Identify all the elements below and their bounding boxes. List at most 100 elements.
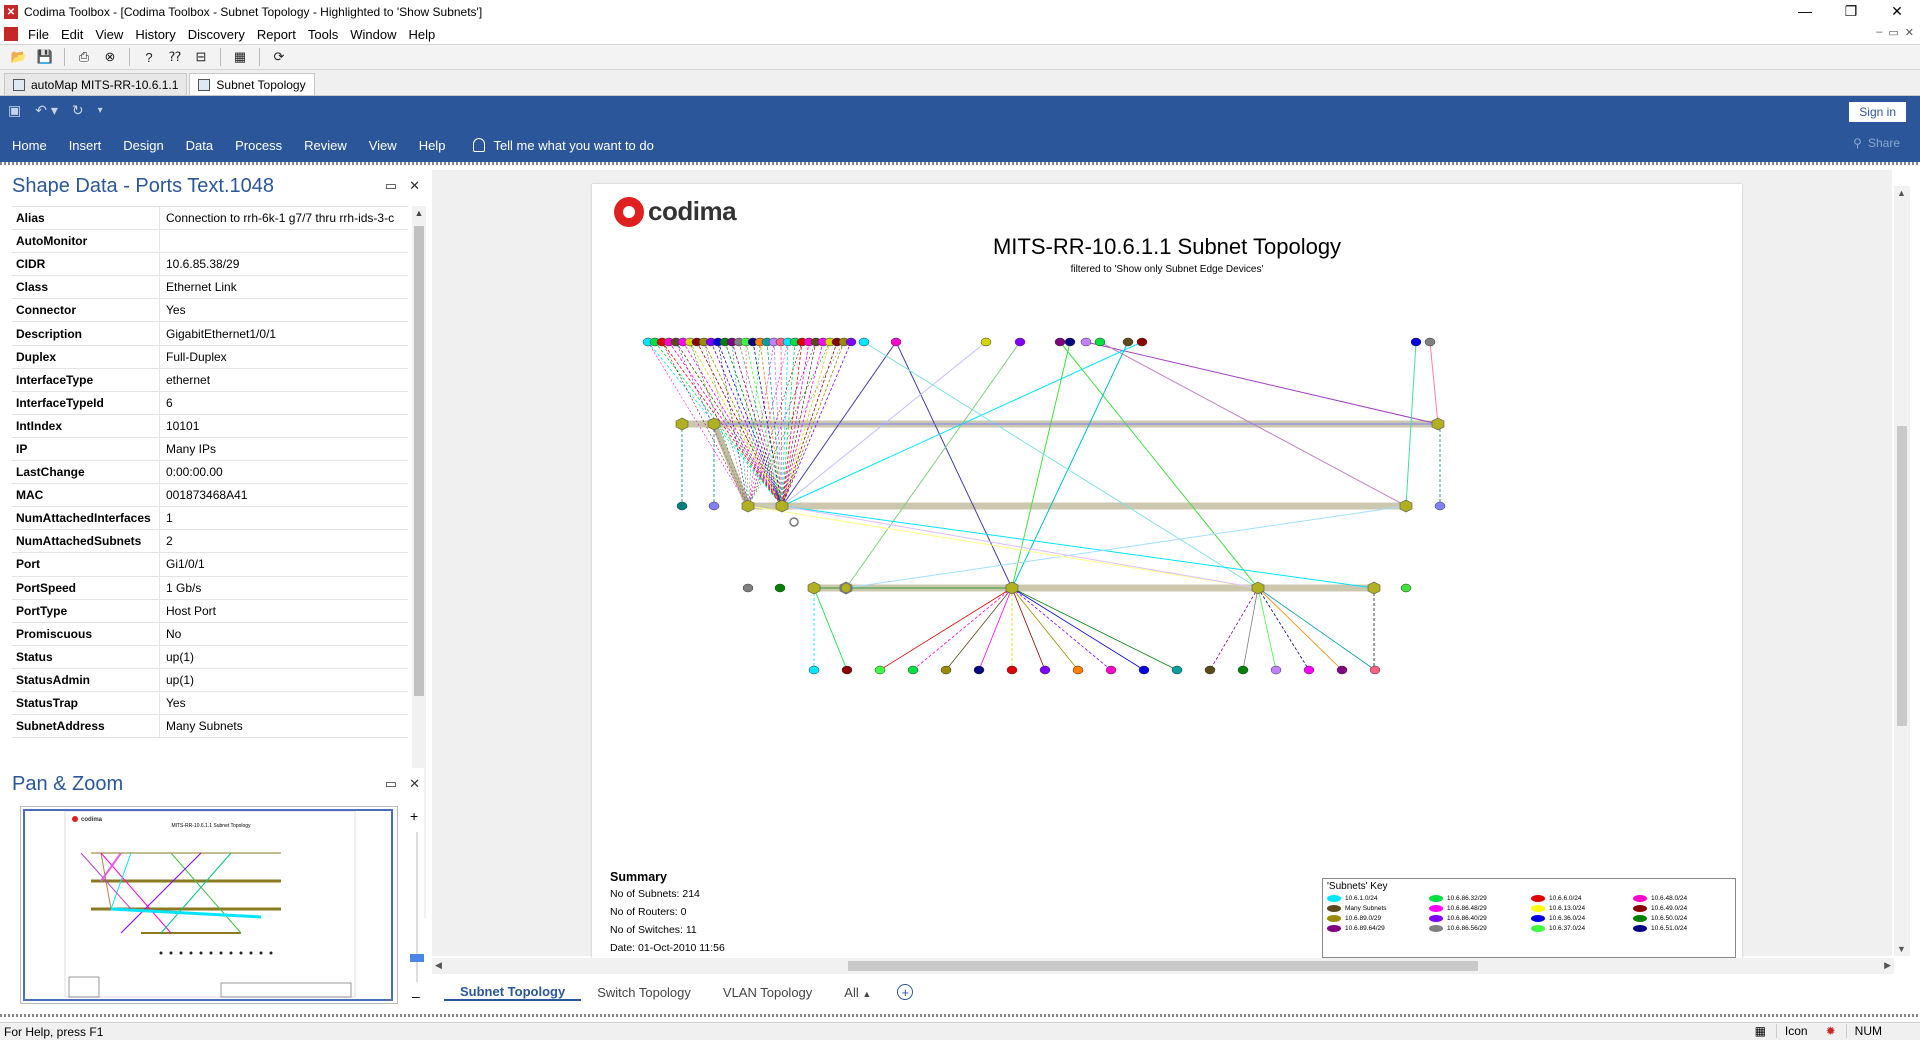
shape-data-value[interactable]: 10101 [166, 418, 200, 433]
shape-data-value[interactable]: Gi1/0/1 [166, 557, 205, 572]
menu-file[interactable]: File [28, 26, 49, 42]
refresh-icon[interactable]: ⟳ [273, 49, 285, 64]
shape-data-row[interactable]: CIDR 10.6.85.38/29 [12, 253, 408, 277]
zoom-thumb[interactable] [410, 954, 424, 962]
shape-data-value[interactable]: No [166, 626, 182, 641]
shape-data-value[interactable]: 6 [166, 395, 173, 410]
shape-data-row[interactable]: MAC 001873468A41 [12, 484, 408, 508]
shape-data-value[interactable]: 1 [166, 511, 173, 526]
shape-data-row[interactable]: NumAttachedSubnets 2 [12, 530, 408, 554]
scroll-down-icon[interactable]: ▼ [1897, 944, 1906, 954]
shape-data-row[interactable]: Connector Yes [12, 299, 408, 323]
splitter-bottom[interactable] [0, 1014, 1920, 1017]
shape-data-row[interactable]: InterfaceTypeId 6 [12, 391, 408, 415]
pane-dock-icon[interactable]: ▭ [384, 178, 398, 193]
shape-data-row[interactable]: IntIndex 10101 [12, 414, 408, 438]
topology-graph[interactable] [592, 184, 1742, 844]
shape-data-value[interactable]: Many IPs [166, 441, 217, 456]
pan-zoom-thumbnail[interactable]: codima MITS-RR-10.6.1.1 Subnet Topology [20, 806, 398, 1004]
menu-report[interactable]: Report [256, 26, 296, 42]
print-icon[interactable]: ⎙ [78, 49, 90, 64]
scroll-right-icon[interactable]: ▶ [1884, 960, 1891, 970]
shape-data-row[interactable]: Status up(1) [12, 645, 408, 669]
shape-data-row[interactable]: NumAttachedInterfaces 1 [12, 507, 408, 531]
menu-edit[interactable]: Edit [60, 26, 84, 42]
shape-data-value[interactable]: up(1) [166, 649, 195, 664]
shape-data-value[interactable]: 2 [166, 534, 173, 549]
vertical-scroll-thumb[interactable] [1897, 426, 1907, 726]
sheet-tab-all[interactable]: All ▲ [828, 985, 887, 1000]
add-sheet-icon[interactable]: + [897, 984, 914, 1000]
menu-view[interactable]: View [95, 26, 124, 42]
pane-close-icon[interactable]: ✕ [409, 178, 420, 193]
shape-data-value[interactable]: 001873468A41 [166, 488, 248, 503]
menu-discovery[interactable]: Discovery [187, 26, 245, 42]
minimize-icon[interactable]: — [1798, 3, 1812, 19]
doc-tab-automap[interactable]: autoMap MITS-RR-10.6.1.1 [4, 73, 188, 95]
ribbon-tab-design[interactable]: Design [123, 137, 164, 153]
ribbon-tab-review[interactable]: Review [304, 137, 347, 153]
scroll-up-icon[interactable]: ▲ [414, 208, 424, 218]
shape-data-value[interactable]: Yes [166, 696, 186, 711]
tell-me-box[interactable]: Tell me what you want to do [473, 138, 654, 153]
qat-save-icon[interactable]: ▣ [8, 102, 22, 118]
save-icon[interactable]: 💾 [36, 49, 54, 64]
ribbon-tab-help[interactable]: Help [418, 137, 446, 153]
mdi-minimize-icon[interactable]: – [1876, 26, 1883, 38]
redo-icon[interactable]: ↻ [71, 102, 84, 118]
shape-data-value[interactable]: Yes [166, 303, 186, 318]
zoom-track[interactable] [416, 832, 418, 982]
shape-data-value[interactable]: GigabitEthernet1/0/1 [166, 326, 277, 341]
pane-dock-icon[interactable]: ▭ [384, 776, 398, 791]
doc-tab-subnet-topology[interactable]: Subnet Topology [189, 73, 315, 95]
horizontal-scroll-thumb[interactable] [848, 961, 1478, 971]
undo-icon[interactable]: ↶ ▾ [35, 102, 58, 118]
shape-data-value[interactable]: Many Subnets [166, 719, 243, 734]
diagram-page[interactable]: codima MITS-RR-10.6.1.1 Subnet Topology … [592, 184, 1742, 960]
ribbon-tab-data[interactable]: Data [185, 137, 214, 153]
sheet-tab-vlan-topology[interactable]: VLAN Topology [722, 984, 813, 1000]
document-icon[interactable] [4, 27, 18, 41]
menu-tools[interactable]: Tools [307, 26, 339, 42]
sign-in-button[interactable]: Sign in [1849, 102, 1906, 122]
zoom-in-icon[interactable]: + [410, 808, 419, 824]
shape-data-row[interactable]: Port Gi1/0/1 [12, 553, 408, 577]
horizontal-scrollbar[interactable]: ◀ ▶ [432, 958, 1894, 974]
shape-data-value[interactable]: ethernet [166, 372, 211, 387]
share-button[interactable]: ⚲ Share [1853, 136, 1900, 150]
shape-data-value[interactable]: 10.6.85.38/29 [166, 257, 240, 272]
shape-data-row[interactable]: SubnetAddress Many Subnets [12, 715, 408, 739]
shape-data-value[interactable]: Full-Duplex [166, 349, 227, 364]
menu-help[interactable]: Help [408, 26, 436, 42]
shape-data-row[interactable]: InterfaceType ethernet [12, 368, 408, 392]
shape-data-row[interactable]: IP Many IPs [12, 437, 408, 462]
pane-close-icon[interactable]: ✕ [409, 776, 420, 791]
shape-data-value[interactable]: Ethernet Link [166, 280, 237, 295]
lock-icon[interactable]: ⊟ [195, 49, 207, 64]
shape-data-row[interactable]: PortType Host Port [12, 599, 408, 623]
shape-data-row[interactable]: Promiscuous No [12, 622, 408, 646]
open-folder-icon[interactable]: 📂 [10, 49, 28, 64]
shape-data-row[interactable]: Duplex Full-Duplex [12, 345, 408, 369]
mdi-restore-icon[interactable]: ▭ [1888, 27, 1899, 39]
help-icon[interactable]: ? [145, 49, 153, 65]
splitter-top[interactable] [0, 162, 1920, 165]
shape-data-value[interactable]: 1 Gb/s [166, 580, 202, 595]
ribbon-tab-process[interactable]: Process [235, 137, 283, 153]
context-help-icon[interactable]: ⁇ [169, 49, 181, 64]
scroll-left-icon[interactable]: ◀ [435, 960, 442, 970]
close-icon[interactable]: ✕ [1891, 2, 1903, 19]
scroll-thumb[interactable] [414, 226, 424, 696]
shape-data-row[interactable]: StatusTrap Yes [12, 691, 408, 716]
shape-data-row[interactable]: Class Ethernet Link [12, 276, 408, 300]
scroll-up-icon[interactable]: ▲ [1897, 188, 1906, 198]
shape-data-row[interactable]: Alias Connection to rrh-6k-1 g7/7 thru rr… [12, 207, 408, 231]
maximize-icon[interactable]: ❐ [1844, 2, 1858, 19]
shape-data-row[interactable]: PortSpeed 1 Gb/s [12, 576, 408, 600]
binoculars-icon[interactable]: ⊗ [104, 49, 116, 64]
viewport-rectangle[interactable] [23, 809, 393, 1001]
menu-window[interactable]: Window [350, 26, 397, 42]
menu-history[interactable]: History [135, 26, 176, 42]
zoom-out-icon[interactable]: – [412, 988, 420, 1004]
drawing-canvas[interactable]: codima MITS-RR-10.6.1.1 Subnet Topology … [432, 170, 1892, 960]
